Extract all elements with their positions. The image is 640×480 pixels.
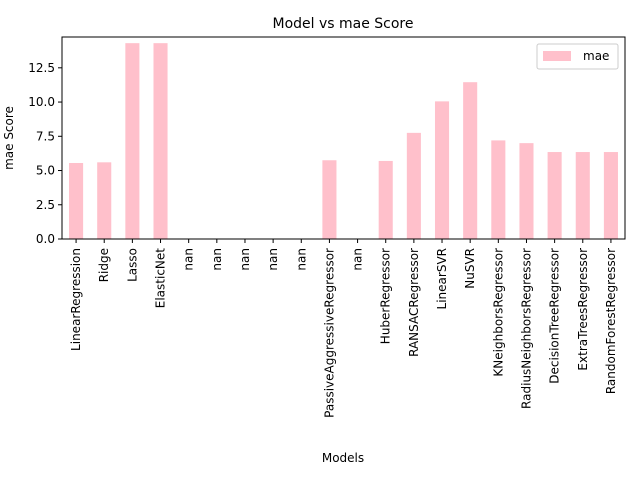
x-tick-label: nan [210, 248, 224, 271]
y-tick-label: 5.0 [36, 164, 55, 178]
bar [575, 152, 590, 239]
legend: mae [536, 43, 619, 70]
bar [434, 101, 450, 239]
bar [463, 82, 478, 239]
bar [153, 43, 168, 239]
bar [97, 162, 112, 239]
x-tick-label: nan [182, 248, 196, 271]
x-tick-label: PassiveAggressiveRegressor [322, 248, 336, 418]
bar [69, 162, 84, 239]
x-tick-label: nan [351, 248, 365, 271]
x-tick-label: KNeighborsRegressor [491, 248, 505, 377]
x-tick-label: NuSVR [463, 248, 477, 289]
plot-frame [61, 36, 626, 240]
bars-group [69, 43, 618, 239]
x-tick-label: ExtraTreesRegressor [576, 248, 590, 371]
x-tick-label: RandomForestRegressor [604, 248, 618, 394]
x-tick-label: nan [266, 248, 280, 271]
bar [322, 160, 337, 239]
x-tick-label: RadiusNeighborsRegressor [519, 248, 533, 409]
x-tick-label: LinearRegression [69, 248, 83, 351]
x-tick-label: nan [294, 248, 308, 271]
y-tick-label: 7.5 [36, 129, 55, 143]
x-tick-label: Lasso [125, 248, 139, 282]
bar [406, 132, 421, 239]
chart-title: Model vs mae Score [272, 16, 413, 32]
legend-frame [536, 43, 619, 70]
legend-swatch [543, 51, 571, 61]
bar [378, 160, 393, 239]
bar [491, 140, 506, 239]
bar [125, 43, 140, 239]
y-tick-label: 0.0 [36, 232, 55, 246]
legend-label: mae [583, 49, 609, 63]
bar [519, 143, 534, 239]
y-tick-label: 12.5 [28, 61, 55, 75]
x-tick-label: ElasticNet [154, 248, 168, 309]
x-tick-label: nan [238, 248, 252, 271]
x-tick-label: HuberRegressor [379, 248, 393, 344]
y-axis-label: mae Score [2, 106, 16, 170]
bar [547, 152, 562, 239]
x-tick-label: DecisionTreeRegressor [548, 248, 562, 384]
x-axis: LinearRegression Ridge Lasso ElasticNet nan n… [69, 239, 618, 418]
x-axis-label: Models [322, 451, 364, 465]
x-tick-label: RANSACRegressor [407, 248, 421, 357]
x-tick-label: Ridge [97, 248, 111, 282]
y-axis: 0.0 2.5 5.0 7.5 10.0 12.5 [28, 61, 62, 246]
y-tick-label: 10.0 [28, 95, 55, 109]
y-tick-label: 2.5 [36, 198, 55, 212]
bar [603, 152, 618, 239]
x-tick-label: LinearSVR [435, 248, 449, 309]
